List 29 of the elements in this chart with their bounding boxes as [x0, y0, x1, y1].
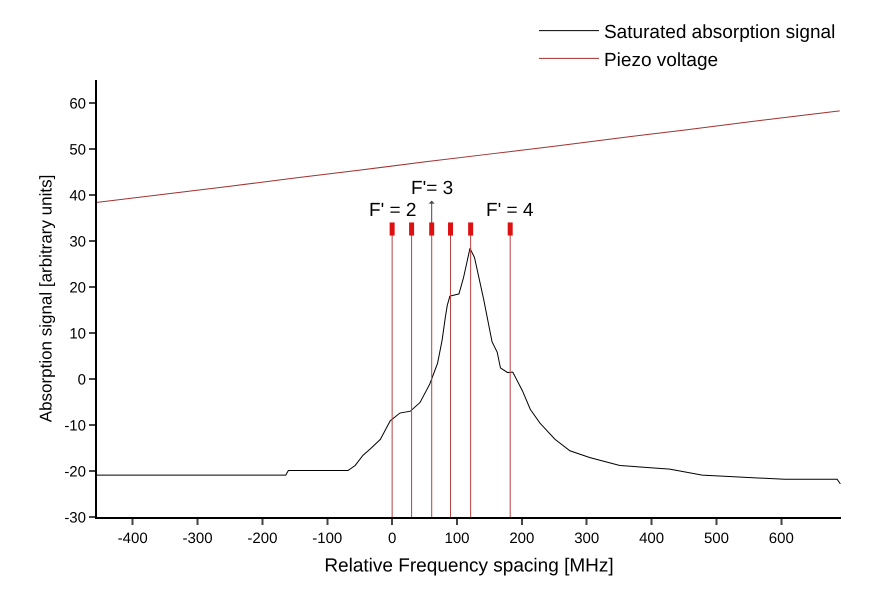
line-series	[97, 110, 840, 203]
y-tick-label: -20	[64, 463, 86, 480]
annotation: F'= 3	[411, 178, 454, 199]
legend-label: Saturated absorption signal	[604, 22, 836, 44]
y-tick-label: 20	[69, 279, 86, 296]
x-tick-label: 200	[509, 530, 534, 547]
y-tick-label: 60	[69, 95, 86, 112]
y-tick-label: -30	[64, 509, 86, 526]
x-tick-label: -400	[118, 530, 148, 547]
x-tick-label: 300	[574, 530, 600, 547]
x-tick-label: -200	[247, 530, 278, 547]
x-tick-label: 600	[768, 530, 794, 547]
y-tick-label: 40	[69, 187, 86, 204]
x-axis-title: Relative Frequency spacing [MHz]	[324, 555, 614, 576]
x-tick-label: 100	[444, 530, 470, 547]
y-tick-label: 10	[69, 325, 86, 342]
x-tick-label: 500	[704, 530, 729, 547]
x-tick-label: -100	[312, 530, 342, 547]
x-tick-label: -300	[182, 530, 213, 547]
y-axis-title: Absorption signal [arbitrary units]	[36, 174, 56, 422]
y-tick-label: 30	[69, 233, 86, 250]
y-tick-label: 50	[69, 141, 86, 158]
x-tick-label: 0	[388, 530, 396, 547]
annotation: F' = 2	[369, 200, 416, 221]
y-tick-label: -10	[64, 417, 86, 434]
y-tick-label: 0	[78, 371, 86, 388]
annotation: F' = 4	[486, 200, 534, 221]
legend-label: Piezo voltage	[604, 50, 718, 71]
x-tick-label: 400	[639, 530, 664, 547]
